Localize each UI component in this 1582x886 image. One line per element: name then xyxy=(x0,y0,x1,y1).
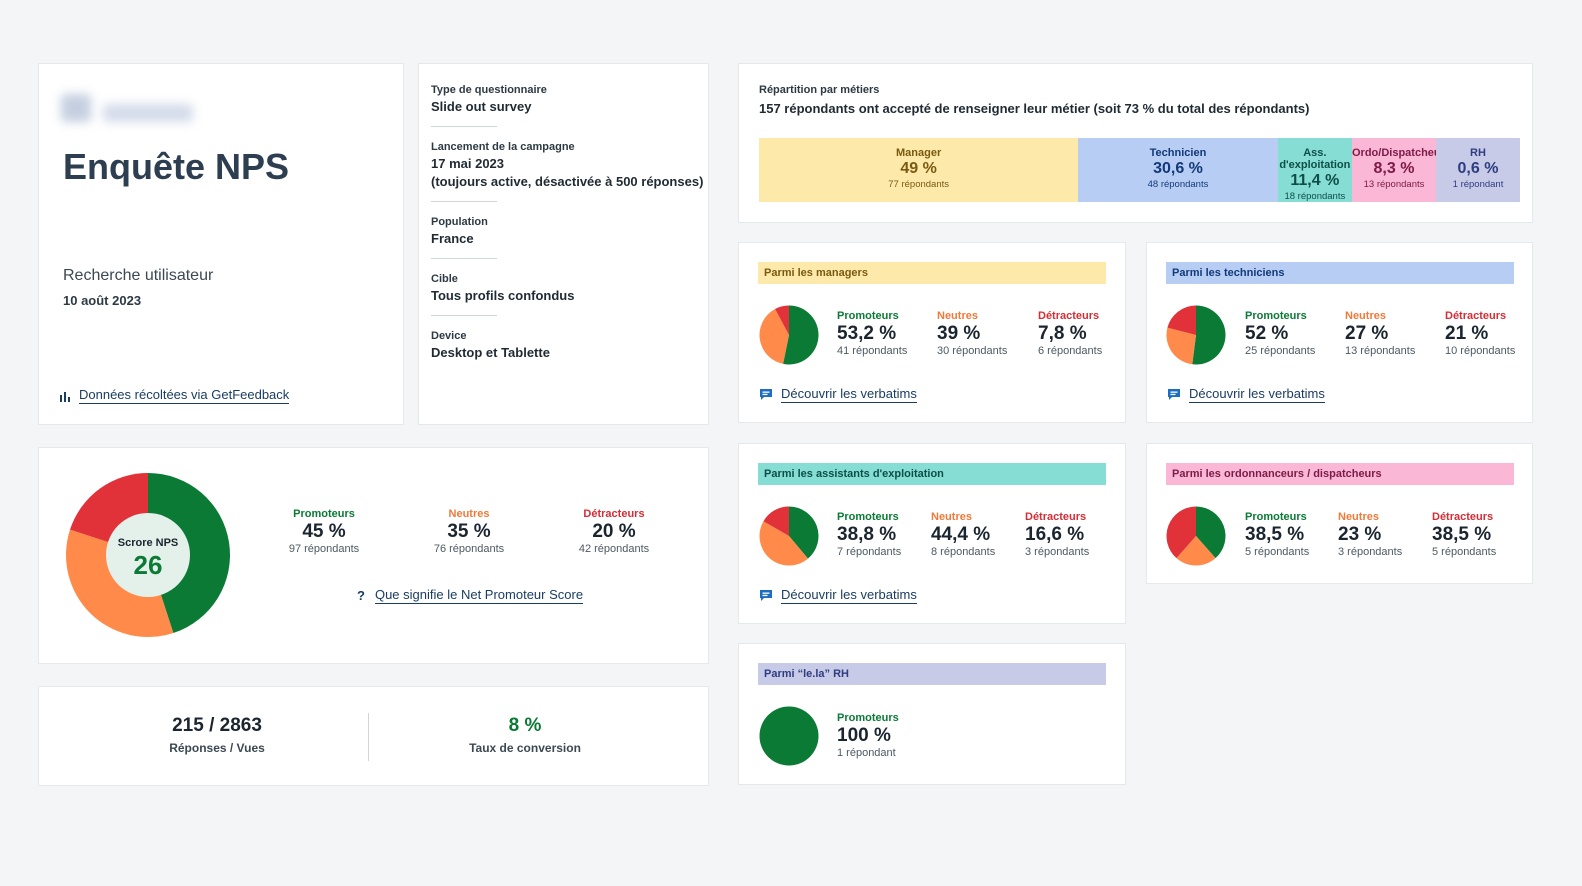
detail-device: Device Desktop et Tablette xyxy=(431,330,550,360)
nps-score-card: Scrore NPS 26 Promoteurs 45 % 97 réponda… xyxy=(38,447,709,664)
assistants-verbatims-row[interactable]: Découvrir les verbatims xyxy=(759,587,917,604)
hr-promoters: Promoteurs 100 % 1 répondant xyxy=(837,712,899,759)
comment-icon xyxy=(760,389,772,400)
pie-slice-promoters xyxy=(789,506,819,559)
company-logo xyxy=(61,94,201,126)
divider xyxy=(431,201,497,202)
page-title: Enquête NPS xyxy=(63,146,290,187)
nps-help-row[interactable]: ? Que signifie le Net Promoteur Score xyxy=(357,587,584,604)
detail-target: Cible Tous profils confondus xyxy=(431,273,575,303)
technicians-neutrals: Neutres 27 % 13 répondants xyxy=(1345,310,1416,357)
technicians-detractors: Détracteurs 21 % 10 répondants xyxy=(1445,310,1516,357)
technicians-verbatims-row[interactable]: Découvrir les verbatims xyxy=(1167,386,1325,403)
hr-pie-chart xyxy=(759,706,819,766)
comment-icon xyxy=(760,590,772,601)
assistants-detractors: Détracteurs 16,6 % 3 répondants xyxy=(1025,511,1090,558)
nps-promoters: Promoteurs 45 % 97 répondants xyxy=(288,508,360,555)
divider xyxy=(431,126,497,127)
technicians-header: Parmi les techniciens xyxy=(1166,262,1514,284)
technicians-pie-chart xyxy=(1166,305,1226,365)
managers-neutrals: Neutres 39 % 30 répondants xyxy=(937,310,1008,357)
pie-slice-detractors xyxy=(1167,305,1196,335)
pie-slice-detractors xyxy=(763,506,789,536)
jobs-distribution-card: Répartition par métiers 157 répondants o… xyxy=(738,63,1533,223)
dispatchers-header: Parmi les ordonnanceurs / dispatcheurs xyxy=(1166,463,1514,485)
dispatchers-neutrals: Neutres 23 % 3 répondants xyxy=(1338,511,1403,558)
pie-slice-neutrals xyxy=(759,521,808,566)
assistants-verbatims-link[interactable]: Découvrir les verbatims xyxy=(781,587,917,604)
nps-score-label: Scrore NPS xyxy=(117,537,179,549)
assistants-pie-chart xyxy=(759,506,819,566)
hr-header: Parmi “le.la” RH xyxy=(758,663,1106,685)
segment-ordo-dispatcheur: Ordo/Dispatcheur 8,3 % 13 répondants xyxy=(1352,138,1445,202)
technicians-card: Parmi les techniciens Promoteurs 52 % 25… xyxy=(1146,242,1533,423)
pie-slice-promoters xyxy=(1192,305,1226,365)
getfeedback-link[interactable]: Données récoltées via GetFeedback xyxy=(79,387,290,404)
segment-ass-exploitation: Ass. d'exploitation 11,4 % 18 répondants xyxy=(1277,138,1352,202)
dispatchers-pie-chart xyxy=(1166,506,1226,566)
pie-slice-neutrals xyxy=(759,308,789,364)
assistants-card: Parmi les assistants d'exploitation Prom… xyxy=(738,443,1126,624)
segment-technicien: Technicien 30,6 % 48 répondants xyxy=(1078,138,1278,202)
managers-card: Parmi les managers Promoteurs 53,2 % 41 … xyxy=(738,242,1126,423)
assistants-header: Parmi les assistants d'exploitation xyxy=(758,463,1106,485)
kpi-divider xyxy=(368,713,369,761)
pie-slice-neutrals xyxy=(1166,327,1196,365)
managers-promoters: Promoteurs 53,2 % 41 répondants xyxy=(837,310,908,357)
pie-slice-detractors xyxy=(1166,506,1196,559)
jobs-subtitle: 157 répondants ont accepté de renseigner… xyxy=(759,101,1310,116)
divider xyxy=(431,258,497,259)
bar-chart-icon xyxy=(60,391,70,402)
kpi-card: 215 / 2863 Réponses / Vues 8 % Taux de c… xyxy=(38,686,709,786)
managers-pie-chart xyxy=(759,305,819,365)
divider xyxy=(431,315,497,316)
technicians-verbatims-link[interactable]: Découvrir les verbatims xyxy=(1189,386,1325,403)
nps-donut-chart xyxy=(66,473,230,637)
nps-help-link[interactable]: Que signifie le Net Promoteur Score xyxy=(374,587,584,604)
managers-verbatims-row[interactable]: Découvrir les verbatims xyxy=(759,386,917,403)
pie-slice-promoters xyxy=(1196,506,1226,559)
pie-slice-neutrals xyxy=(1176,536,1216,566)
survey-title-card: Enquête NPS Recherche utilisateur 10 aoû… xyxy=(38,63,404,425)
jobs-title: Répartition par métiers xyxy=(759,84,880,96)
comment-icon xyxy=(1168,389,1180,400)
dispatchers-promoters: Promoteurs 38,5 % 5 répondants xyxy=(1245,511,1310,558)
jobs-stacked-bar: Manager 49 % 77 répondants Technicien 30… xyxy=(759,138,1520,202)
detail-launch: Lancement de la campagne 17 mai 2023 (to… xyxy=(431,141,704,189)
pie-slice-detractors xyxy=(775,305,789,335)
survey-details-card: Type de questionnaire Slide out survey L… xyxy=(418,63,709,425)
donut-center xyxy=(106,513,190,597)
nps-neutrals: Neutres 35 % 76 répondants xyxy=(433,508,505,555)
nps-score-value: 26 xyxy=(133,550,163,580)
detail-population: Population France xyxy=(431,216,488,246)
segment-rh: RH 0,6 % 1 répondant xyxy=(1436,138,1520,202)
pie-slice-promoters xyxy=(783,305,819,365)
managers-verbatims-link[interactable]: Découvrir les verbatims xyxy=(781,386,917,403)
conversion-rate: 8 % Taux de conversion xyxy=(469,715,581,755)
team-name: Recherche utilisateur xyxy=(63,267,214,284)
assistants-neutrals: Neutres 44,4 % 8 répondants xyxy=(931,511,996,558)
assistants-promoters: Promoteurs 38,8 % 7 répondants xyxy=(837,511,902,558)
segment-manager: Manager 49 % 77 répondants xyxy=(759,138,1079,202)
detail-type: Type de questionnaire Slide out survey xyxy=(431,84,547,114)
nps-detractors: Détracteurs 20 % 42 répondants xyxy=(578,508,650,555)
responses-views: 215 / 2863 Réponses / Vues xyxy=(169,715,265,755)
dispatchers-detractors: Détracteurs 38,5 % 5 répondants xyxy=(1432,511,1497,558)
question-icon: ? xyxy=(357,588,365,603)
hr-card: Parmi “le.la” RH Promoteurs 100 % 1 répo… xyxy=(738,643,1126,785)
dispatchers-card: Parmi les ordonnanceurs / dispatcheurs P… xyxy=(1146,443,1533,584)
pie-slice-promoters xyxy=(759,706,819,766)
survey-date: 10 août 2023 xyxy=(63,293,142,308)
managers-detractors: Détracteurs 7,8 % 6 répondants xyxy=(1038,310,1103,357)
managers-header: Parmi les managers xyxy=(758,262,1106,284)
technicians-promoters: Promoteurs 52 % 25 répondants xyxy=(1245,310,1316,357)
source-link-row[interactable]: Données récoltées via GetFeedback xyxy=(59,387,290,404)
